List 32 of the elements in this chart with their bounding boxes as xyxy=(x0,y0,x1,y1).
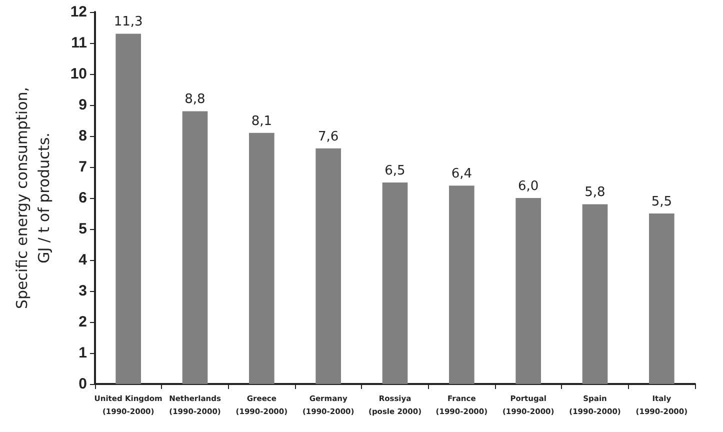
y-tick-label: 4 xyxy=(78,252,88,268)
bar xyxy=(449,186,474,384)
y-tick-label: 9 xyxy=(78,96,87,114)
data-label: 6,4 xyxy=(451,166,472,182)
data-label: 8,8 xyxy=(184,92,206,108)
y-tick-label: 2 xyxy=(78,314,87,330)
y-tick-label: 11 xyxy=(71,34,87,52)
data-label: 11,3 xyxy=(114,14,143,30)
bar xyxy=(516,198,541,384)
bar xyxy=(249,132,274,384)
y-tick-label: 6 xyxy=(78,190,87,206)
bar xyxy=(116,34,141,384)
data-label: 8,1 xyxy=(251,114,272,129)
y-tick-label: 1 xyxy=(78,344,87,362)
y-tick-label: 8 xyxy=(78,128,87,144)
y-tick-label: 5 xyxy=(78,220,87,238)
bar xyxy=(649,214,674,384)
bar xyxy=(316,148,341,384)
data-label: 5,5 xyxy=(651,194,672,210)
y-tick-label: 0 xyxy=(78,376,87,392)
data-label: 6,5 xyxy=(384,164,406,178)
y-tick-label: 7 xyxy=(78,158,87,176)
bar xyxy=(182,111,208,384)
y-tick-label: 10 xyxy=(70,66,87,82)
data-label: 5,8 xyxy=(584,185,606,200)
y-tick-label: 3 xyxy=(78,282,87,300)
y-tick-label: 12 xyxy=(70,4,87,20)
y-axis-title: Specific energy consumption, GJ / t of products. xyxy=(13,86,53,310)
data-label: 6,0 xyxy=(518,179,539,194)
bar xyxy=(382,182,408,384)
data-label: 7,6 xyxy=(318,129,339,144)
bar xyxy=(582,204,608,384)
